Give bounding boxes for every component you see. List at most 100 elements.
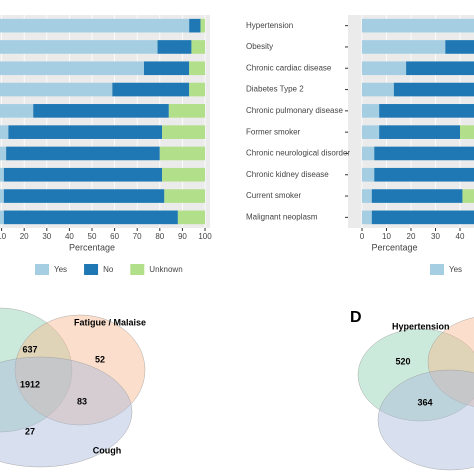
- x-tick-label: 70: [133, 232, 142, 241]
- x-tick-label: 80: [155, 232, 164, 241]
- bar-segment: [362, 82, 394, 97]
- venn-set: [14, 314, 146, 426]
- venn-count: 364: [417, 397, 432, 407]
- bar-segment: [0, 18, 190, 33]
- venn-count: 52: [95, 354, 105, 364]
- category-label: Current smoker: [246, 191, 301, 200]
- bar-segment: [362, 40, 446, 54]
- category-label: Chronic pulmonary disease: [246, 106, 343, 115]
- bar-segment: [33, 104, 169, 118]
- bar-segment: [362, 61, 407, 76]
- x-tick-label: 0: [360, 232, 365, 241]
- venn-count: 1912: [20, 379, 40, 389]
- category-label: Diabetes Type 2: [246, 85, 304, 94]
- x-tick-label: 20: [407, 232, 416, 241]
- bar-segment: [374, 146, 474, 161]
- bar-segment: [112, 82, 190, 97]
- legend-label: Unknown: [149, 265, 182, 274]
- bar-segment: [362, 189, 372, 203]
- bar-segment: [371, 210, 474, 225]
- x-tick-label: 40: [65, 232, 74, 241]
- x-tick-label: 10: [382, 232, 391, 241]
- bar-segment: [445, 40, 474, 54]
- venn-count: 27: [25, 426, 35, 436]
- bar-segment: [159, 146, 205, 161]
- venn-set-label: Hypertension: [392, 321, 450, 331]
- bar-segment: [460, 125, 474, 139]
- venn-count: 83: [77, 396, 87, 406]
- x-tick-label: 10: [0, 232, 7, 241]
- bar-segment: [162, 125, 205, 139]
- category-label: Malignant neoplasm: [246, 212, 318, 221]
- x-tick-label: 30: [431, 232, 440, 241]
- bar-segment: [8, 125, 163, 139]
- legend-label: No: [103, 265, 114, 274]
- bar-segment: [462, 189, 474, 203]
- legend-label: Yes: [54, 265, 67, 274]
- legend-label: Yes: [449, 265, 462, 274]
- bar-segment: [143, 61, 190, 76]
- x-tick-label: 50: [88, 232, 97, 241]
- bar-segment: [0, 167, 4, 182]
- bar-segment: [406, 61, 474, 76]
- bar-segment: [189, 18, 201, 33]
- legend-swatch: [84, 264, 99, 275]
- x-tick-label: 20: [20, 232, 29, 241]
- bar-segment: [0, 104, 34, 118]
- bar-segment: [3, 167, 163, 182]
- bar-segment: [0, 146, 7, 161]
- category-label: Chronic neurological disorder: [246, 149, 350, 158]
- category-label: Obesity: [246, 42, 273, 51]
- bar-segment: [371, 189, 463, 203]
- bar-segment: [6, 146, 160, 161]
- bar-segment: [0, 82, 113, 97]
- bar-segment: [191, 40, 205, 54]
- bar-segment: [362, 167, 375, 182]
- bar-segment: [177, 210, 205, 225]
- x-tick-label: 100: [198, 232, 212, 241]
- bar-segment: [0, 189, 4, 203]
- bar-segment: [189, 82, 205, 97]
- legend-swatch: [430, 264, 444, 275]
- bar-segment: [362, 146, 375, 161]
- venn-set-label: Fatigue / Malaise: [74, 317, 146, 327]
- x-axis-label: Percentage: [371, 242, 417, 252]
- x-tick-label: 40: [456, 232, 465, 241]
- bar-segment: [0, 40, 158, 54]
- x-tick-label: 30: [42, 232, 51, 241]
- bar-segment: [164, 189, 205, 203]
- bar-segment: [362, 210, 372, 225]
- bar-segment: [168, 104, 205, 118]
- bar-segment: [162, 167, 205, 182]
- venn-set: [357, 328, 474, 422]
- bar-segment: [362, 125, 380, 139]
- x-axis-label: Percentage: [69, 242, 115, 252]
- category-label: Former smoker: [246, 127, 301, 136]
- bar-segment: [362, 104, 380, 118]
- bar-segment: [0, 125, 9, 139]
- category-label: Hypertension: [246, 21, 293, 30]
- bar-segment: [0, 210, 4, 225]
- venn-set: [427, 317, 474, 407]
- bar-segment: [362, 18, 474, 33]
- bar-segment: [3, 210, 178, 225]
- venn-set: [0, 356, 133, 468]
- bar-segment: [393, 82, 474, 97]
- venn-set-label: Cough: [93, 445, 122, 455]
- venn-set: [0, 307, 73, 433]
- legend-swatch: [35, 264, 49, 275]
- category-label: Chronic cardiac disease: [246, 63, 332, 72]
- bar-segment: [157, 40, 192, 54]
- bar-segment: [0, 61, 144, 76]
- bar-segment: [374, 167, 474, 182]
- bar-segment: [200, 18, 205, 33]
- bar-segment: [3, 189, 165, 203]
- legend-swatch: [130, 264, 145, 275]
- venn-count: 637: [22, 344, 37, 354]
- venn-count: 520: [395, 356, 410, 366]
- x-tick-label: 60: [110, 232, 119, 241]
- panel-label: D: [350, 309, 362, 326]
- bar-segment: [379, 104, 474, 118]
- category-label: Chronic kidney disease: [246, 170, 329, 179]
